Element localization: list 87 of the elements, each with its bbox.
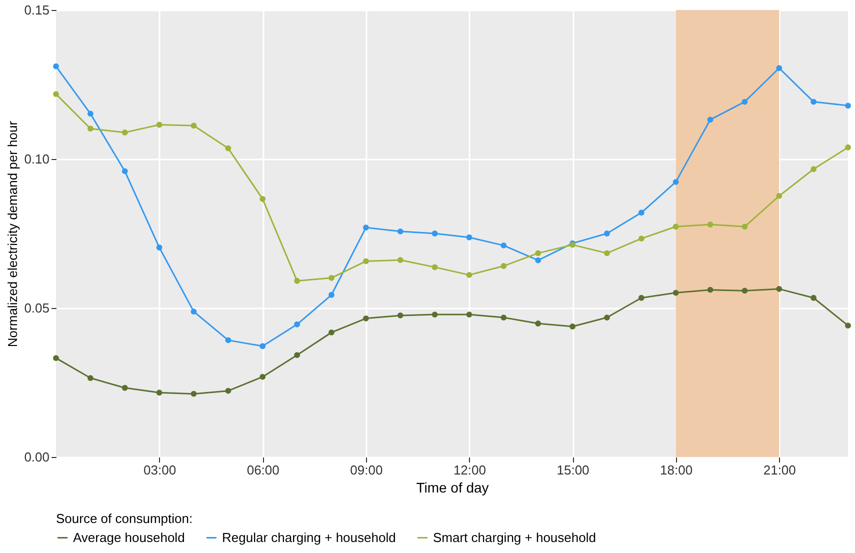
point xyxy=(810,294,817,301)
point xyxy=(466,272,472,278)
point xyxy=(225,388,232,394)
point xyxy=(570,324,576,330)
point xyxy=(672,224,679,230)
point xyxy=(604,250,610,256)
y-tick-label: 0.15 xyxy=(24,2,50,18)
y-tick-label: 0.10 xyxy=(24,152,50,166)
point xyxy=(707,222,714,228)
point xyxy=(500,242,507,248)
x-tick-label: 06:00 xyxy=(246,462,280,478)
point xyxy=(500,314,507,320)
point xyxy=(156,244,162,250)
point xyxy=(122,130,128,136)
point xyxy=(190,122,197,129)
point xyxy=(672,290,679,296)
x-tick-label: 18:00 xyxy=(660,462,693,478)
legend-label: Regular charging + household xyxy=(222,530,396,545)
point xyxy=(294,321,300,328)
point xyxy=(604,314,610,320)
point xyxy=(810,98,817,105)
point xyxy=(742,288,748,294)
point xyxy=(294,278,300,284)
point xyxy=(53,355,59,362)
point xyxy=(810,166,817,172)
legend-label: Average household xyxy=(73,530,185,545)
point xyxy=(845,102,851,109)
x-tick-label: 03:00 xyxy=(144,462,176,478)
point xyxy=(776,286,782,292)
x-tick-label: 21:00 xyxy=(763,462,796,478)
point xyxy=(225,145,232,152)
point xyxy=(638,294,644,301)
y-tick-label: 0.05 xyxy=(24,300,50,316)
point xyxy=(742,98,748,105)
point xyxy=(845,144,851,150)
point xyxy=(225,337,232,344)
y-tick-label: 0.00 xyxy=(24,450,50,464)
point xyxy=(397,257,404,263)
point xyxy=(466,312,472,318)
point xyxy=(190,308,197,315)
point xyxy=(294,352,300,358)
point xyxy=(638,236,644,242)
point xyxy=(362,258,369,264)
point xyxy=(845,322,851,329)
point xyxy=(776,65,782,72)
point xyxy=(190,390,197,397)
point xyxy=(432,230,438,236)
point xyxy=(742,224,748,230)
point xyxy=(87,110,94,117)
point xyxy=(638,210,644,216)
point xyxy=(328,274,334,281)
point xyxy=(122,168,128,174)
point xyxy=(156,122,162,128)
point xyxy=(328,292,334,298)
point xyxy=(535,320,542,326)
point xyxy=(260,196,266,202)
point xyxy=(535,250,542,256)
point xyxy=(53,91,59,97)
point xyxy=(432,312,438,318)
point xyxy=(87,126,94,132)
point xyxy=(672,178,679,185)
point xyxy=(604,230,610,236)
point xyxy=(776,193,782,199)
y-axis-title: Normalized electricity demand per hour xyxy=(5,120,20,348)
point xyxy=(500,263,507,269)
point xyxy=(362,224,369,230)
x-tick-label: 12:00 xyxy=(453,462,486,478)
point xyxy=(156,390,162,396)
point xyxy=(53,63,59,70)
x-axis-title: Time of day xyxy=(416,480,489,496)
legend-title: Source of consumption: xyxy=(56,511,193,526)
point xyxy=(707,286,714,293)
point xyxy=(260,374,266,380)
point xyxy=(707,116,714,123)
point xyxy=(122,384,128,391)
point xyxy=(397,228,404,234)
point xyxy=(87,375,94,381)
legend-label: Smart charging + household xyxy=(433,530,596,545)
point xyxy=(432,264,438,270)
x-tick-label: 15:00 xyxy=(556,462,590,478)
point xyxy=(260,343,266,350)
point xyxy=(397,312,404,318)
point xyxy=(466,234,472,240)
x-tick-label: 09:00 xyxy=(350,462,383,478)
point xyxy=(535,257,542,264)
point xyxy=(328,329,334,336)
point xyxy=(362,315,369,322)
